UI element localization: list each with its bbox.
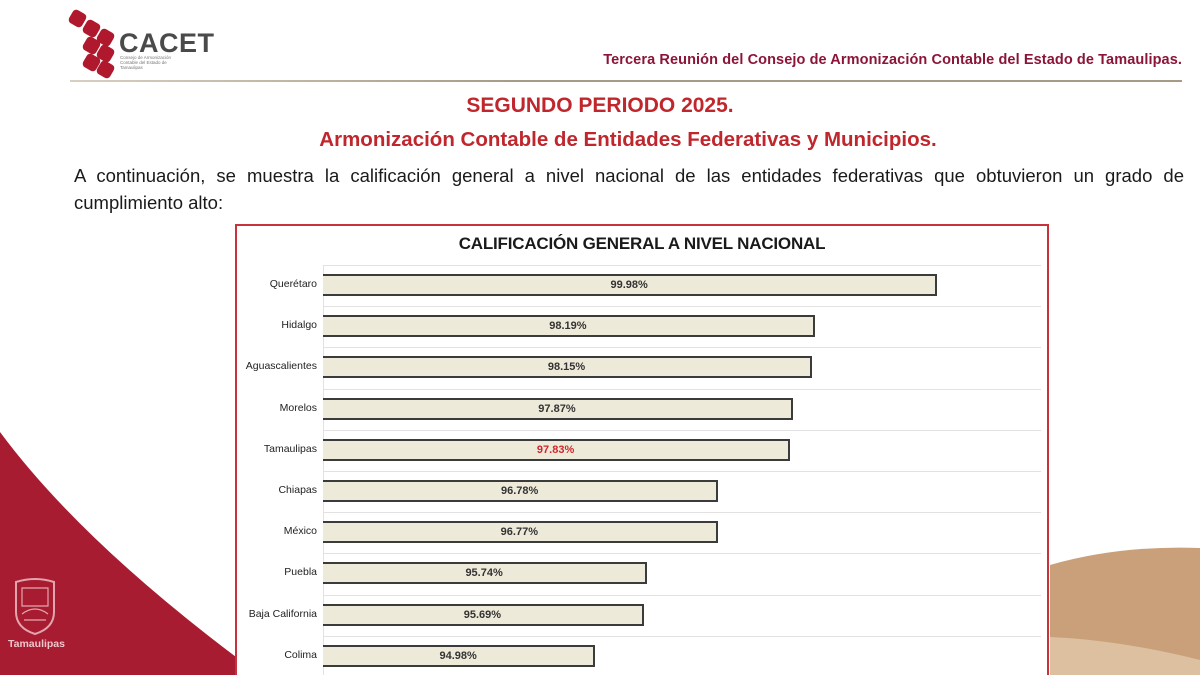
bar-chart: CALIFICACIÓN GENERAL A NIVEL NACIONAL Qu… bbox=[235, 224, 1049, 675]
bar: 95.69% bbox=[323, 603, 644, 626]
bar-value-label: 99.98% bbox=[610, 279, 648, 291]
bar-value-label: 94.98% bbox=[439, 649, 477, 662]
gridline bbox=[323, 594, 1041, 596]
chart-row: Tamaulipas 97.83% bbox=[237, 429, 1047, 472]
chart-row: Morelos 97.87% bbox=[237, 388, 1047, 431]
bar-value-label: 96.77% bbox=[500, 526, 538, 539]
chart-row: Hidalgo 98.19% bbox=[237, 306, 1047, 348]
section-subtitle: Armonización Contable de Entidades Feder… bbox=[319, 128, 937, 151]
bar-value-label: 97.87% bbox=[538, 402, 576, 415]
category-label: México bbox=[283, 525, 317, 538]
header-divider bbox=[70, 80, 1182, 82]
bar: 96.77% bbox=[323, 521, 718, 544]
gridline bbox=[323, 265, 1041, 266]
chart-row: Querétaro 99.98% bbox=[237, 265, 1047, 307]
category-label: Hidalgo bbox=[281, 319, 317, 332]
bar-value-label: 96.78% bbox=[501, 485, 539, 497]
bar: 97.87% bbox=[323, 397, 793, 420]
bar: 99.98% bbox=[323, 274, 938, 296]
y-axis-line bbox=[323, 266, 324, 675]
bar-value-label: 95.74% bbox=[465, 567, 503, 580]
bar: 94.98% bbox=[323, 644, 596, 667]
category-label: Puebla bbox=[284, 566, 317, 579]
emblem-label: Tamaulipas bbox=[8, 638, 65, 650]
chart-row: Baja California 95.69% bbox=[237, 594, 1047, 637]
gridline bbox=[323, 388, 1041, 390]
category-label: Tamaulipas bbox=[263, 442, 317, 455]
category-label: Baja California bbox=[248, 607, 317, 620]
bar: 98.19% bbox=[323, 315, 815, 338]
category-label: Aguascalientes bbox=[245, 360, 317, 373]
bar: 97.83% bbox=[323, 438, 791, 461]
sand-wave-light bbox=[1050, 637, 1200, 675]
bar-value-label: 95.69% bbox=[463, 608, 502, 621]
category-label: Querétaro bbox=[269, 278, 317, 290]
logo-subtitle: Consejo de Armonización Contable del Est… bbox=[120, 55, 172, 70]
chart-row: Colima 94.98% bbox=[237, 635, 1047, 675]
bar-value-label: 98.19% bbox=[549, 320, 587, 333]
tamaulipas-emblem: Tamaulipas bbox=[8, 576, 65, 654]
chart-row: México 96.77% bbox=[237, 512, 1047, 554]
gridline bbox=[323, 347, 1041, 349]
meeting-title: Tercera Reunión del Consejo de Armonizac… bbox=[603, 52, 1182, 68]
gridline bbox=[323, 512, 1041, 514]
bar: 98.15% bbox=[323, 356, 813, 379]
bar: 96.78% bbox=[323, 480, 719, 502]
chart-row: Puebla 95.74% bbox=[237, 553, 1047, 595]
gridline bbox=[323, 429, 1041, 431]
category-label: Chiapas bbox=[278, 484, 317, 496]
gridline bbox=[323, 471, 1041, 472]
chart-row: Aguascalientes 98.15% bbox=[237, 347, 1047, 389]
coat-of-arms-icon bbox=[15, 578, 55, 636]
sand-wave-dark bbox=[1050, 547, 1200, 675]
bar: 95.74% bbox=[323, 562, 648, 585]
bar-value-label: 97.83% bbox=[536, 443, 575, 456]
chart-row: Chiapas 96.78% bbox=[237, 471, 1047, 513]
intro-paragraph: A continuación, se muestra la calificaci… bbox=[74, 165, 1184, 213]
gridline bbox=[323, 635, 1041, 637]
bar-value-label: 98.15% bbox=[547, 361, 586, 374]
period-title: SEGUNDO PERIODO 2025. bbox=[466, 94, 734, 117]
category-label: Morelos bbox=[279, 401, 317, 414]
category-label: Colima bbox=[284, 648, 317, 661]
gridline bbox=[323, 306, 1041, 308]
logo-name: CACET bbox=[119, 28, 215, 58]
chart-title: CALIFICACIÓN GENERAL A NIVEL NACIONAL bbox=[458, 234, 826, 253]
cacet-logo: CACET Consejo de Armonización Contable d… bbox=[66, 8, 216, 80]
gridline bbox=[323, 553, 1041, 555]
